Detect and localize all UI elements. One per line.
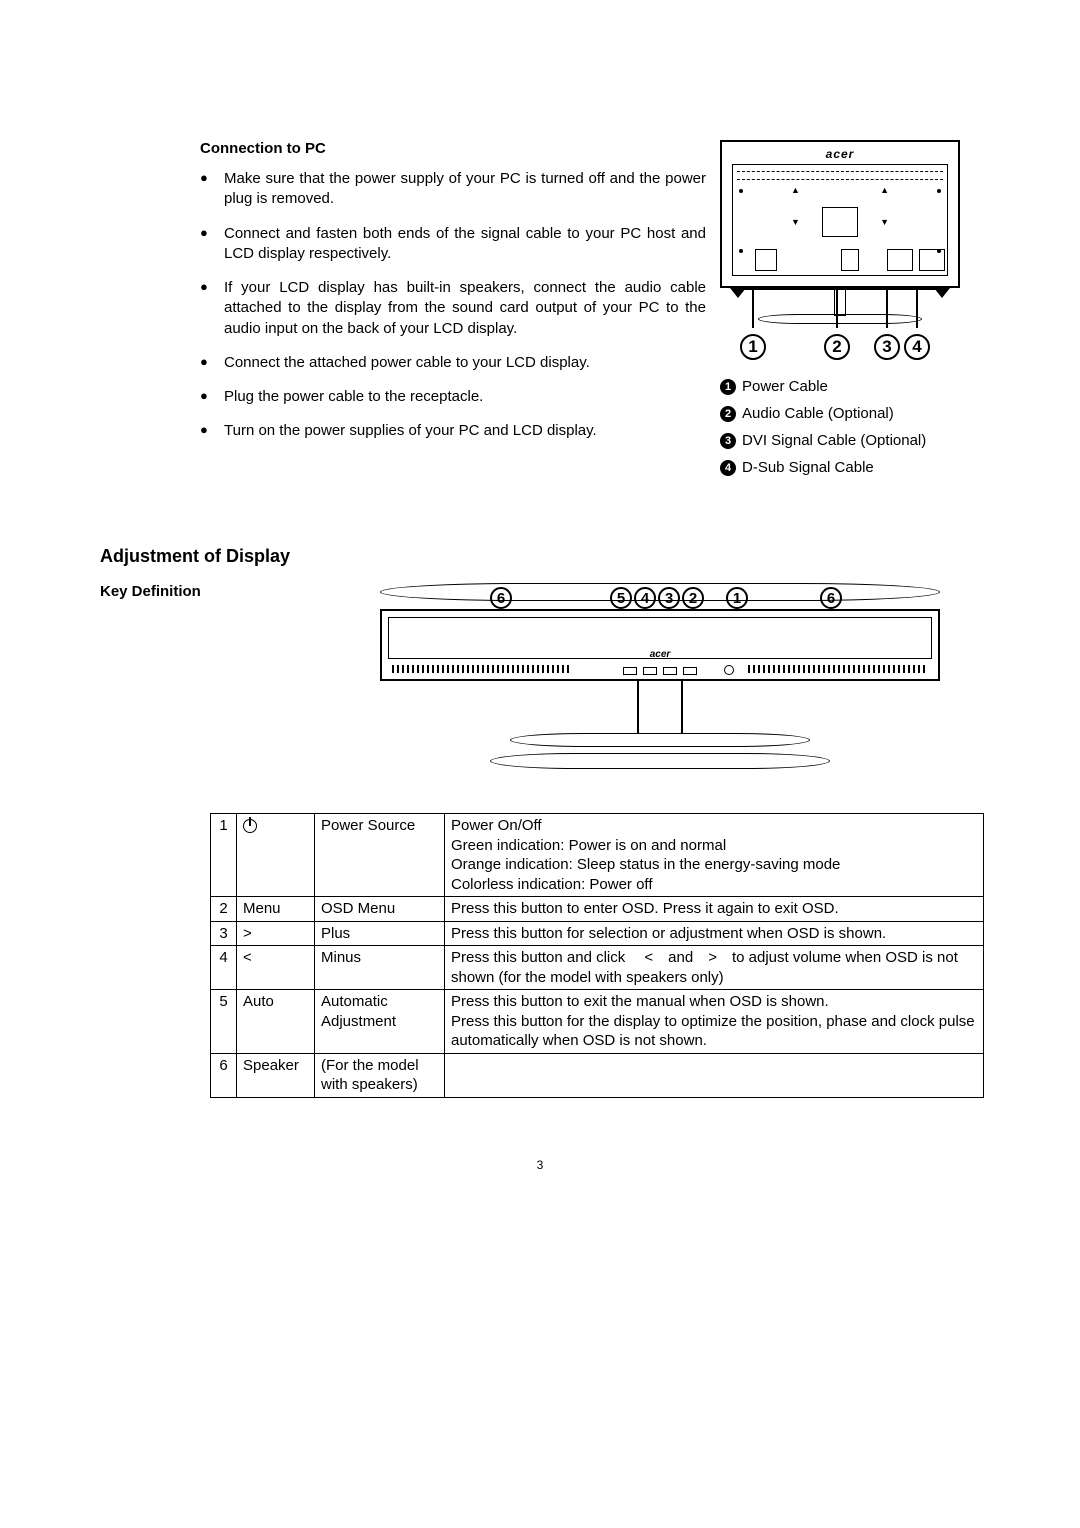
key-num: 4 [211, 946, 237, 990]
key-num: 6 [211, 1053, 237, 1097]
key-symbol: Auto [237, 990, 315, 1054]
key-desc: Power On/OffGreen indication: Power is o… [445, 814, 984, 897]
callout-3: 3 [874, 334, 900, 360]
key-symbol: > [237, 921, 315, 946]
page-number: 3 [100, 1158, 980, 1172]
key-definition-table: 1 Power SourcePower On/OffGreen indicatio… [210, 813, 984, 1098]
legend-num: 3 [720, 433, 736, 449]
callout-1: 1 [740, 334, 766, 360]
callout-2: 2 [824, 334, 850, 360]
front-logo: acer [650, 649, 671, 660]
key-symbol: < [237, 946, 315, 990]
bullet-item: Make sure that the power supply of your … [200, 169, 706, 210]
key-num: 2 [211, 897, 237, 922]
key-symbol [237, 814, 315, 897]
monitor-front-diagram: 6 5 4 3 2 1 6 acer [380, 583, 940, 793]
adjustment-title: Adjustment of Display [100, 546, 980, 567]
monitor-back-diagram: acer ▲▲ ▼▼ [720, 140, 960, 370]
bullet-item: If your LCD display has built-in speaker… [200, 278, 706, 339]
legend-label: Power Cable [742, 378, 980, 395]
key-desc: Press this button and click < and > to a… [445, 946, 984, 990]
key-name: Plus [315, 921, 445, 946]
cable-legend: 1 Power Cable 2 Audio Cable (Optional) 3 DV… [720, 378, 980, 476]
key-symbol: Menu [237, 897, 315, 922]
connection-bullets: Make sure that the power supply of your … [200, 169, 706, 442]
power-icon [243, 819, 257, 833]
legend-num: 2 [720, 406, 736, 422]
key-num: 5 [211, 990, 237, 1054]
legend-num: 4 [720, 460, 736, 476]
key-num: 3 [211, 921, 237, 946]
bullet-item: Connect the attached power cable to your… [200, 353, 706, 373]
legend-num: 1 [720, 379, 736, 395]
key-name: Automatic Adjustment [315, 990, 445, 1054]
key-symbol: Speaker [237, 1053, 315, 1097]
key-name: Power Source [315, 814, 445, 897]
key-desc: Press this button for selection or adjus… [445, 921, 984, 946]
diagram-logo: acer [826, 147, 855, 161]
key-name: Minus [315, 946, 445, 990]
key-desc: Press this button to exit the manual whe… [445, 990, 984, 1054]
key-num: 1 [211, 814, 237, 897]
callout-4: 4 [904, 334, 930, 360]
key-desc: Press this button to enter OSD. Press it… [445, 897, 984, 922]
bullet-item: Plug the power cable to the receptacle. [200, 387, 706, 407]
legend-label: Audio Cable (Optional) [742, 405, 980, 422]
bullet-item: Turn on the power supplies of your PC an… [200, 421, 706, 441]
legend-label: DVI Signal Cable (Optional) [742, 432, 980, 449]
legend-label: D-Sub Signal Cable [742, 459, 980, 476]
key-name: OSD Menu [315, 897, 445, 922]
connection-title: Connection to PC [200, 140, 706, 157]
key-desc [445, 1053, 984, 1097]
key-name: (For the model with speakers) [315, 1053, 445, 1097]
bullet-item: Connect and fasten both ends of the sign… [200, 224, 706, 265]
key-definition-title: Key Definition [100, 583, 201, 600]
